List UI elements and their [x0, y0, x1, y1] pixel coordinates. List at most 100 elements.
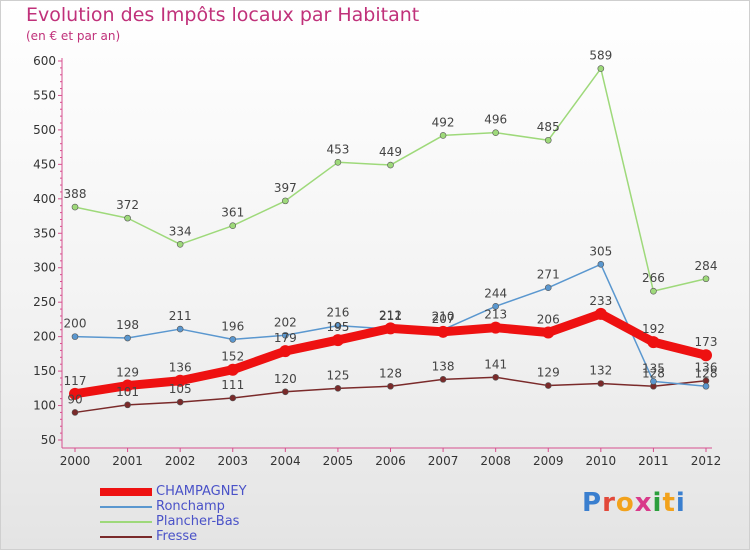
- y-tick-label: 100: [33, 399, 56, 413]
- data-label-champagney: 152: [221, 350, 244, 364]
- data-label-ronchamp: 211: [169, 309, 192, 323]
- data-label-ronchamp: 200: [64, 317, 87, 331]
- data-point-plancher-bas: [229, 222, 237, 229]
- data-point-fresse: [71, 409, 79, 416]
- data-point-plancher-bas: [544, 136, 552, 144]
- data-label-ronchamp: 198: [116, 318, 139, 332]
- data-label-ronchamp: 216: [326, 306, 349, 320]
- data-label-fresse: 136: [695, 361, 718, 375]
- x-tick-label: 2002: [165, 454, 196, 468]
- data-label-fresse: 105: [169, 382, 192, 396]
- data-point-ronchamp: [650, 378, 657, 385]
- data-label-ronchamp: 244: [484, 286, 507, 300]
- data-point-champagney: [542, 326, 555, 339]
- data-point-champagney: [331, 334, 344, 347]
- data-label-plancher-bas: 388: [64, 187, 87, 201]
- data-point-champagney: [174, 374, 187, 387]
- legend-label-ronchamp: Ronchamp: [156, 499, 225, 514]
- data-label-plancher-bas: 334: [169, 224, 192, 238]
- data-label-plancher-bas: 372: [116, 198, 139, 212]
- data-label-champagney: 117: [64, 374, 87, 388]
- legend-label-champagney: CHAMPAGNEY: [156, 484, 247, 499]
- data-point-fresse: [544, 382, 552, 389]
- data-point-champagney: [594, 307, 607, 320]
- x-tick-label: 2000: [60, 454, 91, 468]
- data-point-ronchamp: [71, 333, 79, 340]
- data-point-fresse: [334, 385, 342, 392]
- data-label-champagney: 195: [326, 320, 349, 334]
- data-label-ronchamp: 202: [274, 315, 297, 329]
- data-point-fresse: [229, 394, 237, 402]
- x-tick-label: 2006: [375, 454, 406, 468]
- data-label-fresse: 132: [589, 363, 612, 377]
- logo-letter: x: [634, 488, 653, 518]
- data-point-ronchamp: [124, 334, 131, 342]
- data-label-fresse: 101: [116, 385, 139, 399]
- data-label-champagney: 212: [379, 308, 402, 322]
- data-label-fresse: 90: [67, 392, 82, 406]
- legend-label-fresse: Fresse: [156, 529, 198, 544]
- data-label-ronchamp: 135: [642, 361, 665, 375]
- x-tick-label: 2012: [691, 454, 722, 468]
- data-label-champagney: 207: [432, 312, 455, 326]
- y-tick-label: 150: [33, 364, 56, 378]
- data-label-fresse: 128: [379, 366, 402, 380]
- data-point-champagney: [700, 349, 712, 362]
- data-point-plancher-bas: [282, 197, 289, 205]
- logo-letter: P: [582, 488, 603, 518]
- data-point-champagney: [226, 363, 239, 376]
- logo-letter: r: [602, 488, 616, 518]
- data-label-fresse: 111: [221, 378, 244, 392]
- data-point-plancher-bas: [176, 240, 184, 248]
- data-label-champagney: 233: [589, 294, 612, 308]
- data-point-plancher-bas: [439, 132, 447, 139]
- data-point-fresse: [282, 388, 289, 396]
- data-point-plancher-bas: [650, 287, 657, 295]
- data-point-plancher-bas: [492, 129, 499, 136]
- data-label-fresse: 138: [432, 359, 455, 373]
- y-tick-label: 250: [33, 295, 56, 309]
- data-point-champagney: [489, 321, 502, 334]
- y-tick-label: 450: [33, 157, 56, 171]
- data-label-champagney: 213: [484, 308, 507, 322]
- data-point-plancher-bas: [597, 65, 605, 72]
- logo-letter: i: [675, 488, 686, 518]
- x-tick-label: 2007: [428, 454, 459, 468]
- x-tick-label: 2009: [533, 454, 564, 468]
- legend-swatch-plancher-bas: [100, 521, 152, 523]
- data-point-fresse: [597, 380, 605, 387]
- data-point-fresse: [176, 398, 184, 406]
- y-tick-label: 400: [33, 192, 56, 206]
- data-label-ronchamp: 210: [432, 310, 455, 324]
- data-point-champagney: [69, 387, 81, 400]
- x-tick-label: 2011: [638, 454, 669, 468]
- data-label-champagney: 192: [642, 322, 665, 336]
- data-point-champagney: [384, 322, 397, 335]
- proxiti-logo: Proxiti: [582, 488, 686, 518]
- data-point-plancher-bas: [387, 161, 394, 169]
- data-point-fresse: [492, 373, 499, 381]
- data-point-ronchamp: [597, 260, 605, 268]
- y-tick-label: 50: [41, 433, 56, 447]
- data-point-ronchamp: [176, 325, 184, 333]
- data-point-champagney: [437, 325, 450, 338]
- legend-swatch-champagney: [100, 488, 152, 496]
- data-label-champagney: 206: [537, 313, 560, 327]
- x-tick-label: 2010: [586, 454, 617, 468]
- legend-label-plancher-bas: Plancher-Bas: [156, 514, 240, 529]
- data-point-fresse: [439, 376, 447, 383]
- data-label-champagney: 129: [116, 366, 139, 380]
- data-label-plancher-bas: 496: [484, 113, 507, 127]
- y-tick-label: 550: [33, 88, 56, 102]
- x-tick-label: 2004: [270, 454, 301, 468]
- data-label-plancher-bas: 397: [274, 181, 297, 195]
- data-point-champagney: [647, 336, 660, 349]
- data-point-ronchamp: [282, 331, 289, 339]
- data-point-ronchamp: [702, 382, 710, 390]
- data-label-plancher-bas: 485: [537, 120, 560, 134]
- data-label-plancher-bas: 589: [589, 49, 612, 63]
- y-tick-label: 600: [33, 54, 56, 68]
- data-point-ronchamp: [544, 284, 552, 292]
